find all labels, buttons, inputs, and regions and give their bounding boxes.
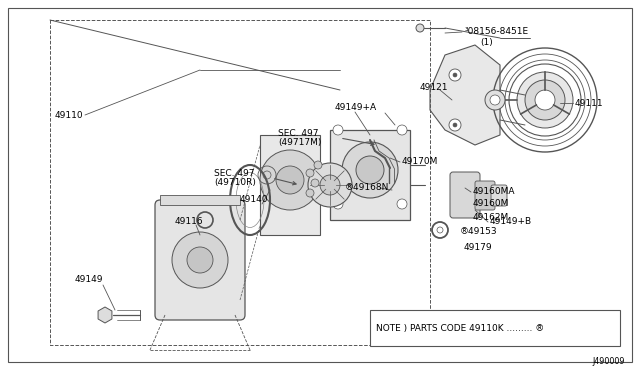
Text: ®49168N: ®49168N	[345, 183, 389, 192]
FancyBboxPatch shape	[155, 200, 245, 320]
FancyBboxPatch shape	[450, 172, 480, 218]
Text: 49149+B: 49149+B	[490, 218, 532, 227]
Text: (1): (1)	[480, 38, 493, 48]
Text: 49110: 49110	[55, 110, 84, 119]
Circle shape	[172, 232, 228, 288]
Circle shape	[453, 73, 457, 77]
Text: 49116: 49116	[175, 218, 204, 227]
FancyBboxPatch shape	[475, 181, 495, 210]
Text: (49710R): (49710R)	[214, 179, 256, 187]
Circle shape	[416, 24, 424, 32]
Circle shape	[306, 169, 314, 177]
Text: 49160M: 49160M	[473, 199, 509, 208]
FancyBboxPatch shape	[491, 185, 507, 206]
Bar	[160, 195, 240, 205]
Circle shape	[397, 125, 407, 135]
Circle shape	[342, 142, 398, 198]
Circle shape	[306, 189, 314, 197]
Circle shape	[356, 156, 384, 184]
Circle shape	[187, 247, 213, 273]
Polygon shape	[430, 45, 500, 145]
Circle shape	[490, 95, 500, 105]
Circle shape	[397, 199, 407, 209]
Bar	[330, 130, 410, 220]
Circle shape	[333, 125, 343, 135]
Text: 49111: 49111	[575, 99, 604, 108]
Text: 49179: 49179	[464, 244, 493, 253]
Text: SEC. 497: SEC. 497	[278, 128, 319, 138]
Circle shape	[276, 166, 304, 194]
Text: ³08156-8451E: ³08156-8451E	[465, 28, 529, 36]
Circle shape	[314, 161, 322, 169]
Text: 49140: 49140	[240, 196, 269, 205]
Circle shape	[485, 90, 505, 110]
Text: 49149: 49149	[75, 276, 104, 285]
Bar	[370, 310, 620, 346]
Text: J490009: J490009	[593, 357, 625, 366]
Text: 49162M: 49162M	[473, 214, 509, 222]
Text: ®49153: ®49153	[460, 228, 498, 237]
Circle shape	[449, 69, 461, 81]
Bar	[50, 20, 430, 345]
Text: SEC. 497: SEC. 497	[214, 169, 255, 177]
Text: (49717M): (49717M)	[278, 138, 321, 148]
Text: 49170M: 49170M	[402, 157, 438, 167]
Circle shape	[449, 119, 461, 131]
Circle shape	[333, 199, 343, 209]
Circle shape	[260, 150, 320, 210]
Bar	[260, 135, 320, 235]
Text: 49160MA: 49160MA	[473, 187, 515, 196]
Circle shape	[320, 175, 340, 195]
Text: 49121: 49121	[420, 83, 449, 93]
Circle shape	[517, 72, 573, 128]
Circle shape	[308, 163, 352, 207]
Circle shape	[535, 90, 555, 110]
Text: NOTE ) PARTS CODE 49110K ......... ®: NOTE ) PARTS CODE 49110K ......... ®	[376, 324, 544, 333]
Circle shape	[311, 179, 319, 187]
Text: 49149+A: 49149+A	[335, 103, 377, 112]
Polygon shape	[98, 307, 112, 323]
Circle shape	[453, 123, 457, 127]
Circle shape	[525, 80, 565, 120]
